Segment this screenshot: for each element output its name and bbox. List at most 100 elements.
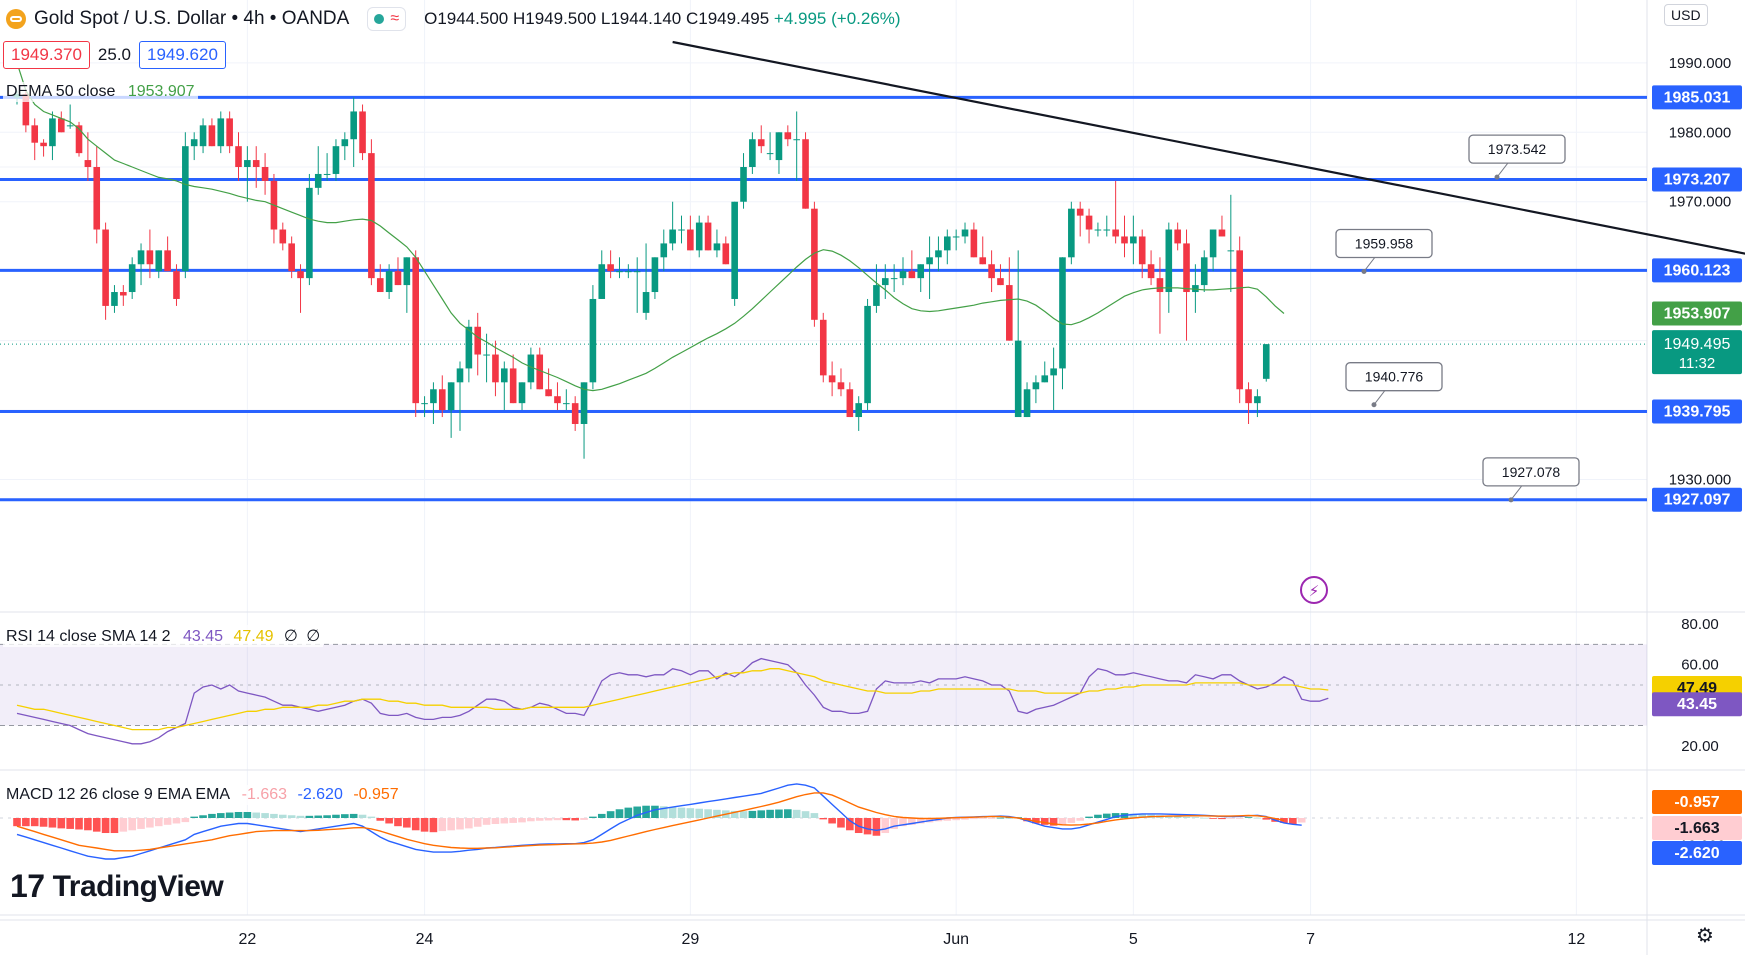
- candle-down: [412, 257, 419, 404]
- macd-histogram-bar: [137, 818, 145, 829]
- macd-histogram-bar: [544, 818, 553, 821]
- macd-histogram-bar: [84, 818, 92, 831]
- macd-histogram-bar: [1297, 818, 1306, 823]
- candle-up: [598, 264, 606, 299]
- macd-histogram-bar: [837, 818, 845, 828]
- event-flash-icon: [1300, 576, 1328, 604]
- macd-signal-axis-label: -0.957: [1674, 794, 1719, 811]
- macd-histogram-bar: [775, 809, 783, 818]
- macd-histogram-bar: [163, 818, 172, 825]
- event-flash-glyph: ⚡: [1309, 582, 1320, 600]
- buy-price-button[interactable]: 1949.620: [139, 41, 226, 69]
- rsi-empty-value-1: ∅: [283, 628, 298, 645]
- sell-price-button[interactable]: 1949.370: [3, 41, 90, 69]
- macd-histogram-bar: [509, 818, 517, 823]
- macd-histogram-bar: [828, 818, 836, 824]
- open-value: O1944.500: [424, 9, 509, 28]
- macd-histogram-bar: [48, 818, 57, 828]
- macd-histogram-bar: [819, 818, 828, 820]
- macd-histogram-bar: [1227, 818, 1235, 819]
- candle-up: [66, 125, 74, 127]
- macd-histogram-bar: [75, 818, 83, 830]
- level-price-label-badge: [1652, 487, 1742, 512]
- candle-up: [501, 368, 508, 383]
- macd-signal-line: [16, 792, 1285, 852]
- candle-up: [1068, 208, 1075, 258]
- settings-icon[interactable]: ⚙: [1696, 925, 1714, 947]
- rsi-legend[interactable]: RSI 14 close SMA 14 2 43.45 47.49 ∅ ∅: [3, 625, 324, 647]
- candle-up: [341, 139, 349, 147]
- ohlc-values: O1944.500 H1949.500 L1944.140 C1949.495 …: [424, 9, 900, 29]
- candle-up: [385, 271, 393, 293]
- macd-histogram-bar: [987, 818, 996, 819]
- wave-icon: ≈: [390, 10, 400, 27]
- candle-down: [997, 278, 1004, 286]
- macd-axis-label-badge: [1652, 841, 1742, 865]
- macd-histogram-bar: [686, 808, 695, 818]
- macd-histogram-bar: [438, 818, 447, 832]
- candle-down: [828, 375, 836, 383]
- macd-histogram-bar: [1102, 813, 1111, 818]
- macd-histogram-bar: [597, 813, 606, 818]
- candle-up: [563, 403, 570, 405]
- last-price-badge: [1652, 330, 1742, 375]
- candle-up: [1032, 382, 1040, 390]
- candle-up: [1014, 340, 1022, 418]
- level-price-label-badge: [1652, 399, 1742, 424]
- macd-histogram-bar: [890, 818, 898, 829]
- candle-up: [518, 382, 526, 404]
- level-price-label-badge: [1652, 85, 1742, 110]
- time-axis-tick: 5: [1129, 931, 1138, 948]
- macd-histogram-bar: [668, 807, 677, 818]
- macd-histogram-bar: [243, 811, 252, 818]
- callout-label: 1927.078: [1502, 464, 1561, 480]
- market-status-icon: [374, 14, 385, 24]
- candle-down: [252, 160, 260, 168]
- macd-histogram-bar: [899, 818, 907, 827]
- candle-up: [864, 305, 871, 404]
- candle-down: [58, 118, 65, 133]
- candle-down: [288, 243, 295, 272]
- macd-histogram-bar: [553, 818, 562, 821]
- macd-histogram-bar: [846, 818, 854, 831]
- macd-histogram-bar: [305, 815, 314, 818]
- candle-up: [740, 167, 747, 202]
- candle-up: [350, 111, 357, 140]
- macd-histogram-bar: [704, 809, 712, 818]
- currency-selector[interactable]: USD: [1664, 4, 1708, 26]
- trendline: [672, 40, 1745, 255]
- spread-value: 25.0: [97, 45, 131, 64]
- candle-up: [1227, 250, 1235, 252]
- bid-ask-panel: 1949.370 25.0 1949.620: [3, 41, 226, 69]
- macd-histogram-bar: [633, 806, 641, 818]
- rsi-axis-tick: 60.00: [1681, 657, 1719, 674]
- macd-histogram-bar: [66, 818, 74, 829]
- price-axis-tick: 1980.000: [1669, 124, 1732, 141]
- candle-up: [793, 139, 800, 141]
- rsi-axis-tick: 80.00: [1681, 616, 1719, 633]
- macd-histogram-bar: [314, 815, 323, 818]
- macd-histogram-bar: [447, 818, 455, 831]
- macd-histogram-bar: [908, 818, 916, 825]
- change-value: +4.995 (+0.26%): [773, 9, 901, 28]
- macd-histogram-bar: [420, 818, 429, 832]
- dema-legend[interactable]: DEMA 50 close 1953.907: [3, 82, 198, 102]
- candle-down: [359, 111, 366, 154]
- symbol-title[interactable]: Gold Spot / U.S. Dollar • 4h • OANDA: [34, 8, 350, 29]
- candle-up: [775, 132, 783, 161]
- callout-box: [1345, 362, 1443, 392]
- indicator-toggle[interactable]: ≈: [367, 7, 407, 31]
- macd-legend[interactable]: MACD 12 26 close 9 EMA EMA -1.663 -2.620…: [3, 785, 402, 805]
- macd-histogram-bar: [748, 810, 757, 818]
- candle-up: [944, 236, 951, 251]
- candle-down: [1121, 236, 1128, 244]
- candle-down: [93, 167, 101, 230]
- candle-down: [784, 132, 792, 140]
- candle-down: [438, 389, 446, 411]
- macd-histogram-bar: [1182, 816, 1191, 818]
- candle-down: [235, 146, 242, 168]
- candle-up: [766, 153, 774, 155]
- time-axis-tick: 7: [1306, 931, 1315, 948]
- level-price-label: 1939.795: [1664, 404, 1731, 421]
